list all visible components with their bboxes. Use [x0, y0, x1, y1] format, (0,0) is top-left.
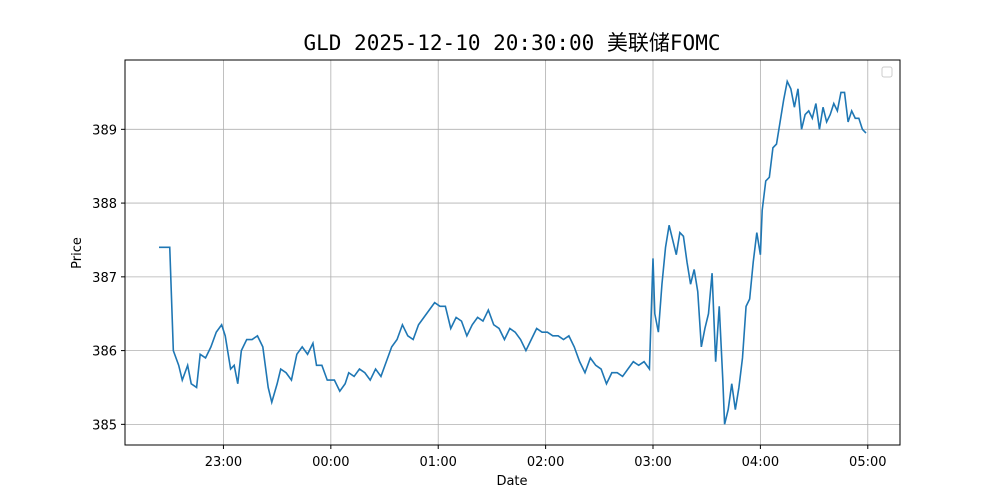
y-tick-label: 386 — [92, 345, 117, 360]
x-tick-label: 04:00 — [742, 455, 779, 470]
chart-title: GLD 2025-12-10 20:30:00 美联储FOMC — [303, 31, 720, 55]
x-tick-label: 00:00 — [312, 455, 349, 470]
x-tick-label: 02:00 — [527, 455, 564, 470]
y-tick-label: 385 — [92, 418, 117, 433]
y-tick-label: 387 — [92, 271, 117, 286]
y-tick-label: 388 — [92, 197, 117, 212]
y-axis-label: Price — [70, 237, 85, 269]
x-tick-label: 05:00 — [849, 455, 886, 470]
axes-frame — [124, 59, 901, 446]
legend-box — [881, 66, 893, 78]
x-tick-label: 01:00 — [419, 455, 456, 470]
x-tick-label: 03:00 — [634, 455, 671, 470]
x-tick-label: 23:00 — [205, 455, 242, 470]
price-line — [159, 78, 867, 425]
x-axis-label: Date — [496, 474, 527, 489]
y-tick-label: 389 — [92, 123, 117, 138]
